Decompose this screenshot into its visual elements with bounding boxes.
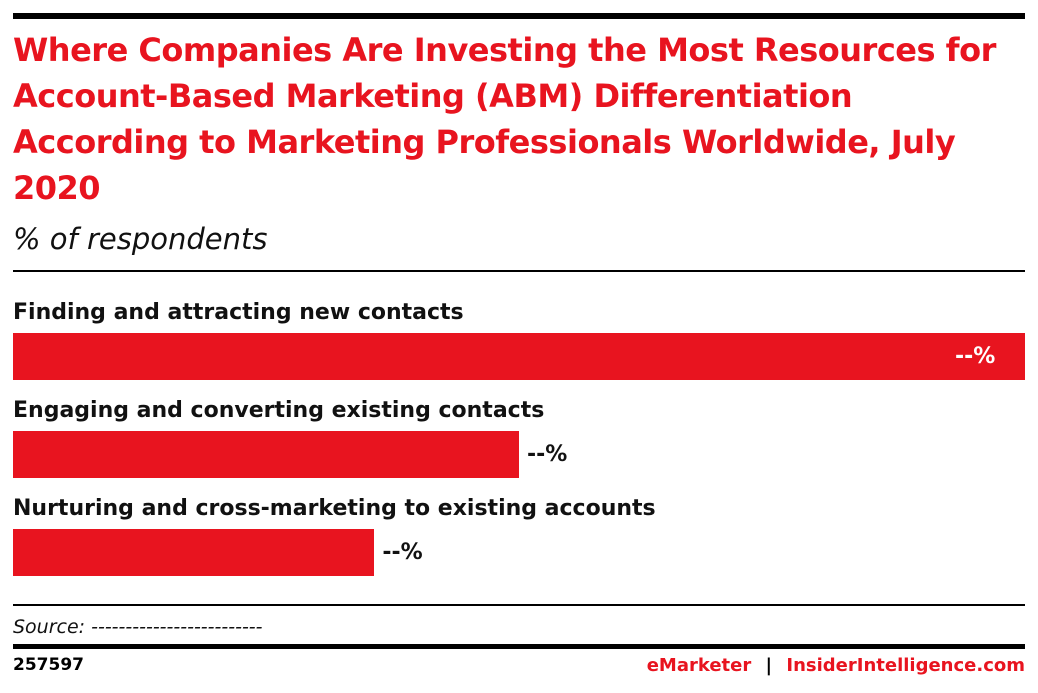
brand: eMarketer xyxy=(646,655,752,676)
divider xyxy=(13,604,1025,606)
value-label: --% xyxy=(382,540,423,565)
site: InsiderIntelligence.com xyxy=(786,655,1025,676)
chart-subtitle: % of respondents xyxy=(13,222,268,256)
bottom-rule xyxy=(13,644,1025,649)
bar xyxy=(13,529,375,576)
bar xyxy=(13,431,519,478)
footer: eMarketer | InsiderIntelligence.com xyxy=(647,655,1025,676)
source: Source: ------------------------- xyxy=(13,616,263,638)
chart-title: Where Companies Are Investing the Most R… xyxy=(13,31,996,207)
category-label: Engaging and converting existing contact… xyxy=(13,398,545,423)
bar xyxy=(13,333,1025,380)
top-rule xyxy=(13,13,1025,19)
category-label: Nurturing and cross-marketing to existin… xyxy=(13,496,656,521)
value-label: --% xyxy=(527,442,568,467)
value-label: --% xyxy=(955,344,996,369)
chart-id: 257597 xyxy=(13,655,84,675)
separator: | xyxy=(765,655,773,676)
plot: Finding and attracting new contacts --% En… xyxy=(0,295,1038,595)
category-label: Finding and attracting new contacts xyxy=(13,300,464,325)
divider xyxy=(13,270,1025,272)
